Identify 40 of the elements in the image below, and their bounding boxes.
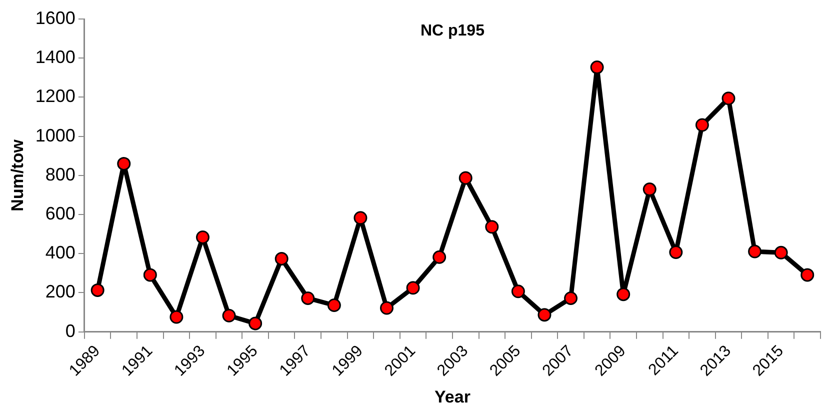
point (274, 252, 288, 266)
point (432, 250, 446, 264)
point (590, 60, 604, 74)
y-tick-label: 1000 (35, 125, 76, 146)
point (170, 310, 184, 324)
point (538, 308, 552, 322)
y-tick-label: 400 (45, 242, 76, 263)
point (642, 182, 656, 196)
point (143, 268, 157, 282)
point (406, 281, 420, 295)
point (117, 156, 131, 170)
point (669, 246, 683, 260)
point (774, 246, 788, 260)
point (800, 268, 814, 282)
point (458, 171, 472, 185)
y-tick-label: 1400 (35, 47, 76, 68)
y-axis-title: Num/tow (8, 138, 27, 212)
point (511, 284, 525, 298)
x-axis-title: Year (434, 387, 471, 406)
y-tick-label: 1600 (35, 8, 76, 28)
point (485, 220, 499, 234)
chart-title: NC p195 (420, 22, 485, 40)
point (248, 316, 262, 330)
point (196, 230, 210, 244)
point (354, 211, 368, 225)
point (722, 92, 736, 106)
point (327, 298, 341, 312)
y-tick-label: 0 (65, 320, 76, 341)
point (380, 301, 394, 315)
point (748, 244, 762, 258)
y-tick-label: 800 (45, 164, 76, 184)
point (695, 118, 709, 132)
y-tick-label: 1200 (35, 86, 76, 106)
y-tick-label: 200 (45, 282, 76, 302)
point (301, 291, 315, 305)
point (222, 308, 236, 322)
point (564, 291, 578, 305)
point (90, 283, 104, 297)
y-tick-label: 600 (45, 204, 76, 224)
point (616, 288, 630, 302)
